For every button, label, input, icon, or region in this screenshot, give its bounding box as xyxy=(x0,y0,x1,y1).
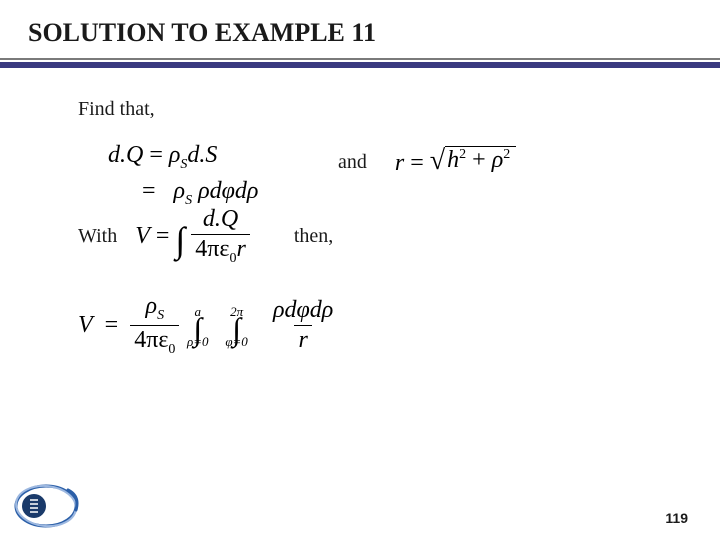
eq3-den-sub: 0 xyxy=(230,251,237,266)
eq4-coef-den: 4πε xyxy=(134,327,168,353)
then-label: then, xyxy=(294,225,333,248)
page-number: 119 xyxy=(665,510,688,526)
title-underline xyxy=(0,58,720,68)
with-label: With xyxy=(78,225,117,248)
eq3-den-4pe: 4πε xyxy=(195,236,229,262)
eq2-lhs: r xyxy=(395,150,404,176)
eq2-rho: ρ xyxy=(492,147,504,173)
eq2-h: h xyxy=(447,147,459,173)
eq4-integrand-num: ρdφdρ xyxy=(269,297,337,325)
eq3-lhs: V xyxy=(135,223,150,250)
eq3-den-r: r xyxy=(237,236,246,262)
page-title: SOLUTION TO EXAMPLE 11 xyxy=(28,18,720,48)
eq4-coef-num-sub: S xyxy=(157,308,164,323)
eq2-plus: + xyxy=(466,147,492,173)
slide-logo xyxy=(10,472,86,530)
eq4-coef-num: ρ xyxy=(146,293,158,319)
eq1-dS: d.S xyxy=(187,142,217,168)
line-gray xyxy=(0,58,720,60)
eq4-coef-den-sub: 0 xyxy=(168,342,175,357)
equation-r: r = √ h2 + ρ2 xyxy=(395,146,516,178)
and-label: and xyxy=(338,151,367,174)
equation-v1: V = ∫ d.Q 4πε0r xyxy=(135,206,250,267)
equation-v2: V = ρS 4πε0 a ∫ ρ=0 2π ∫ φ=0 ρdφdρ r xyxy=(78,293,660,358)
eq3-num: d.Q xyxy=(199,206,242,234)
eq4-lhs: V xyxy=(78,312,93,339)
find-label: Find that, xyxy=(78,98,660,121)
eq1-rhoS2-sub: S xyxy=(185,192,192,207)
eq1-rest: ρdφdρ xyxy=(198,178,258,204)
eq4-integrand-den: r xyxy=(298,327,307,353)
row-and: and r = √ h2 + ρ2 xyxy=(338,146,660,178)
eq4-int1-lower: ρ=0 xyxy=(187,335,209,348)
eq1-lhs: d.Q xyxy=(108,142,143,168)
title-area: SOLUTION TO EXAMPLE 11 xyxy=(0,0,720,48)
eq1-rhoS: ρ xyxy=(169,142,181,168)
eq1-rhoS2: ρ xyxy=(174,178,186,204)
eq4-int2-lower: φ=0 xyxy=(225,335,247,348)
eq2-rho2: 2 xyxy=(503,147,510,162)
content-area: Find that, d.Q = ρSd.S = ρS ρdφdρ and r … xyxy=(0,68,720,358)
row-with: With V = ∫ d.Q 4πε0r then, xyxy=(78,206,660,267)
